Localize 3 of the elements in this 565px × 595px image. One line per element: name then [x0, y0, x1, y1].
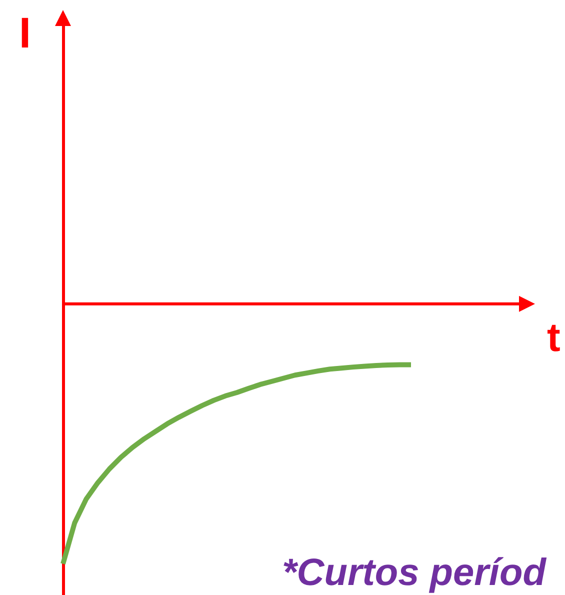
x-axis-title: t	[547, 316, 560, 360]
text: I	[19, 10, 31, 58]
annotation: *Curtos períod	[282, 552, 547, 594]
